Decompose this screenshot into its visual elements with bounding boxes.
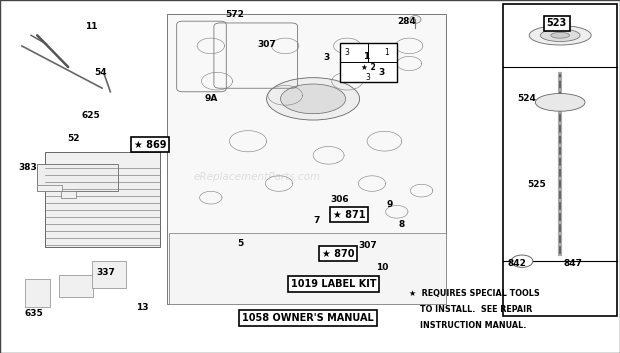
Text: 52: 52 bbox=[67, 134, 79, 143]
Ellipse shape bbox=[280, 84, 346, 114]
Text: TO INSTALL.  SEE REPAIR: TO INSTALL. SEE REPAIR bbox=[409, 305, 533, 314]
Text: ★  REQUIRES SPECIAL TOOLS: ★ REQUIRES SPECIAL TOOLS bbox=[409, 289, 540, 298]
Bar bbox=[25, 279, 50, 307]
Ellipse shape bbox=[529, 25, 591, 45]
Bar bbox=[45, 152, 160, 247]
Bar bbox=[503, 4, 617, 316]
Text: ★ 871: ★ 871 bbox=[333, 210, 365, 220]
Text: INSTRUCTION MANUAL.: INSTRUCTION MANUAL. bbox=[409, 321, 526, 330]
Text: 3: 3 bbox=[324, 53, 330, 62]
Ellipse shape bbox=[267, 78, 360, 120]
Text: 847: 847 bbox=[564, 259, 582, 268]
Text: 842: 842 bbox=[507, 259, 526, 268]
Bar bbox=[169, 233, 446, 304]
Text: 1: 1 bbox=[363, 52, 369, 61]
Text: 1: 1 bbox=[384, 48, 389, 57]
Text: 524: 524 bbox=[518, 94, 536, 103]
Bar bbox=[92, 261, 126, 288]
Text: 525: 525 bbox=[528, 180, 546, 190]
Text: 1058 OWNER'S MANUAL: 1058 OWNER'S MANUAL bbox=[242, 313, 374, 323]
Text: 8: 8 bbox=[399, 220, 405, 229]
Text: 13: 13 bbox=[136, 303, 149, 312]
Text: 307: 307 bbox=[358, 241, 377, 250]
Text: 54: 54 bbox=[95, 67, 107, 77]
Text: 9: 9 bbox=[386, 200, 392, 209]
Text: 383: 383 bbox=[18, 163, 37, 172]
Text: 1019 LABEL KIT: 1019 LABEL KIT bbox=[291, 279, 376, 289]
Bar bbox=[167, 14, 446, 304]
Text: 635: 635 bbox=[25, 309, 43, 318]
Ellipse shape bbox=[551, 32, 569, 38]
Text: 10: 10 bbox=[376, 263, 389, 272]
Text: 3: 3 bbox=[345, 48, 350, 57]
Text: 523: 523 bbox=[547, 18, 567, 28]
Text: eReplacementParts.com: eReplacementParts.com bbox=[193, 172, 321, 181]
Bar bbox=[37, 185, 62, 191]
Text: 11: 11 bbox=[86, 22, 98, 31]
Text: 307: 307 bbox=[257, 40, 276, 49]
Text: 306: 306 bbox=[330, 195, 349, 204]
Bar bbox=[37, 164, 118, 191]
Text: 284: 284 bbox=[397, 17, 416, 26]
Ellipse shape bbox=[512, 255, 533, 268]
Text: 3: 3 bbox=[378, 68, 384, 77]
Ellipse shape bbox=[536, 94, 585, 111]
Text: 9A: 9A bbox=[204, 94, 218, 103]
Bar bbox=[340, 43, 397, 82]
Text: 3: 3 bbox=[366, 73, 371, 82]
Text: 625: 625 bbox=[82, 111, 100, 120]
Text: ★ 870: ★ 870 bbox=[322, 249, 354, 258]
Bar bbox=[61, 191, 76, 198]
Text: 5: 5 bbox=[237, 239, 243, 248]
Text: 337: 337 bbox=[96, 268, 115, 277]
Text: ★ 869: ★ 869 bbox=[134, 140, 166, 150]
Bar bbox=[59, 275, 93, 297]
Text: 7: 7 bbox=[313, 216, 319, 226]
Ellipse shape bbox=[540, 29, 580, 42]
Text: ★ 2: ★ 2 bbox=[361, 64, 376, 72]
Ellipse shape bbox=[410, 16, 421, 23]
Text: 572: 572 bbox=[225, 10, 244, 19]
